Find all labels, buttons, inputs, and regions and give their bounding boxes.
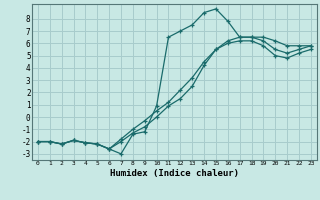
X-axis label: Humidex (Indice chaleur): Humidex (Indice chaleur) [110, 169, 239, 178]
